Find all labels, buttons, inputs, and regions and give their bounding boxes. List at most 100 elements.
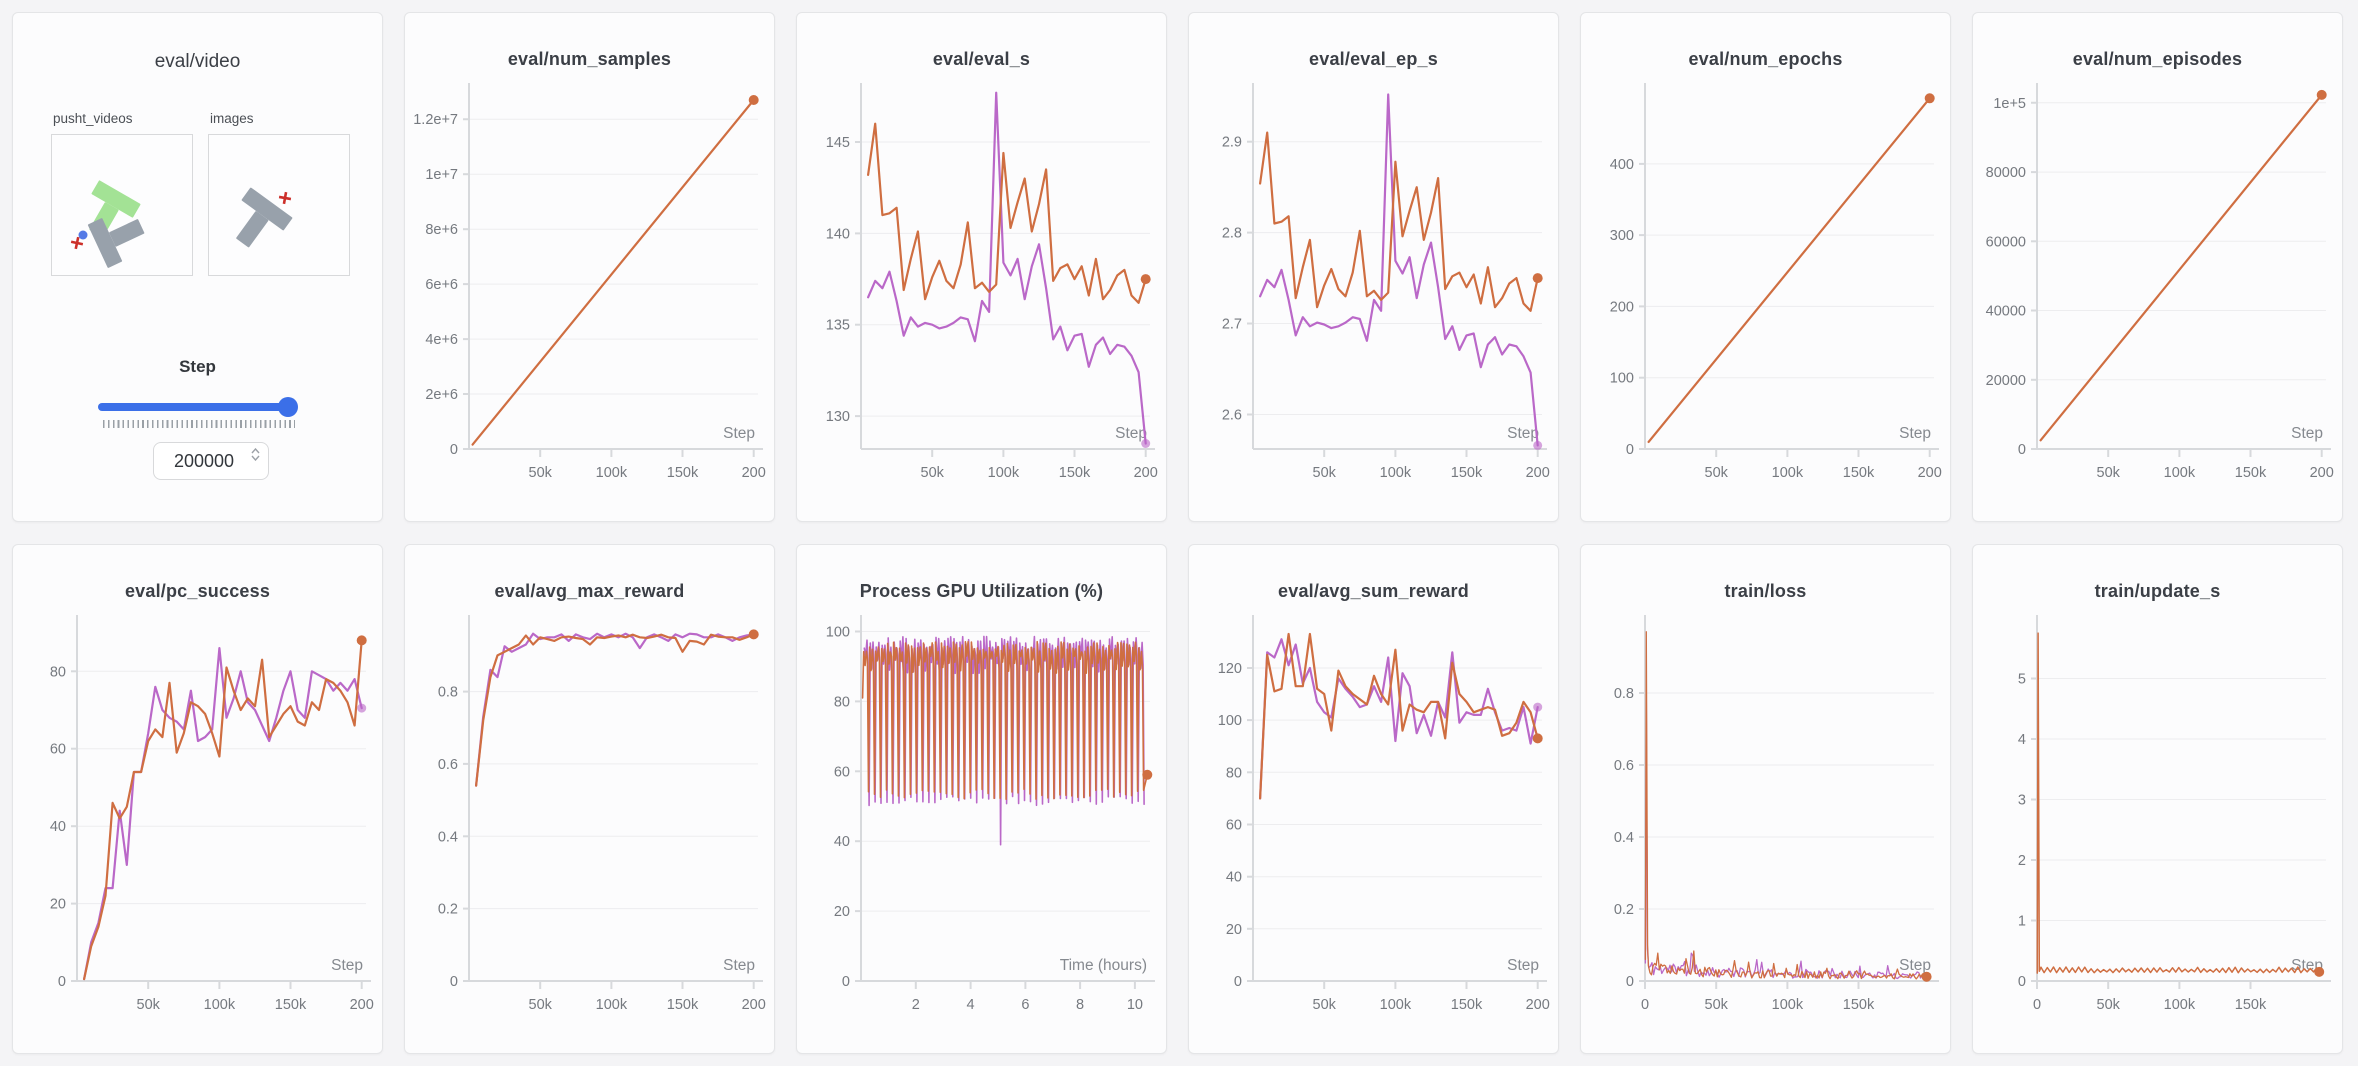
panel-eval-eval-ep-s: eval/eval_ep_s 2.6 2.7 2.8 2.9 50k 100k 150k 20… xyxy=(1188,12,1559,522)
svg-text:6: 6 xyxy=(1021,997,1029,1013)
images-thumbnail[interactable] xyxy=(208,134,350,276)
step-slider-label: Step xyxy=(179,357,216,376)
svg-text:Time (hours): Time (hours) xyxy=(1060,957,1147,974)
svg-text:80000: 80000 xyxy=(1986,165,2026,181)
panel-eval-eval-s: eval/eval_s 130 135 140 145 50k 100k 150k 200 St… xyxy=(796,12,1167,522)
svg-text:6e+6: 6e+6 xyxy=(425,277,458,293)
svg-text:200: 200 xyxy=(1526,997,1550,1013)
chart-canvas-pc-success[interactable]: 0 20 40 60 80 50k 100k 150k 200 Step xyxy=(13,609,382,1047)
pusht-video-thumbnail[interactable] xyxy=(51,134,193,276)
svg-text:80: 80 xyxy=(834,694,850,710)
panel-eval-avg-sum-reward: eval/avg_sum_reward 0 20 40 60 80 100 120 50k 10… xyxy=(1188,544,1559,1054)
svg-text:100: 100 xyxy=(826,625,850,641)
svg-text:100k: 100k xyxy=(1772,997,1804,1013)
svg-text:400: 400 xyxy=(1610,157,1634,173)
svg-text:0.4: 0.4 xyxy=(438,829,458,845)
svg-text:200: 200 xyxy=(2310,465,2334,481)
svg-text:50k: 50k xyxy=(137,997,161,1013)
svg-text:0: 0 xyxy=(842,974,850,990)
svg-text:200: 200 xyxy=(1918,465,1942,481)
panel-train-loss: train/loss 0 0.2 0.4 0.6 0.8 0 50k 100k 150k Step xyxy=(1580,544,1951,1054)
chart-canvas-num-episodes[interactable]: 0 20000 40000 60000 80000 1e+5 50k 100k 150k 200 S… xyxy=(1973,77,2342,515)
svg-text:20: 20 xyxy=(50,897,66,913)
svg-text:Step: Step xyxy=(1507,425,1539,442)
svg-text:0: 0 xyxy=(2018,974,2026,990)
step-slider-tick-marks xyxy=(103,420,295,428)
svg-text:Step: Step xyxy=(1899,957,1931,974)
chart-title: eval/eval_ep_s xyxy=(1309,49,1438,69)
step-slider-handle[interactable] xyxy=(278,397,298,417)
svg-text:150k: 150k xyxy=(1843,465,1875,481)
chart-title: eval/avg_sum_reward xyxy=(1278,581,1469,601)
chart-canvas-avg-max-reward[interactable]: 0 0.2 0.4 0.6 0.8 50k 100k 150k 200 Step xyxy=(405,609,774,1047)
svg-text:Step: Step xyxy=(1507,957,1539,974)
chart-title: eval/num_epochs xyxy=(1688,49,1843,69)
svg-text:150k: 150k xyxy=(2235,465,2267,481)
svg-text:2.9: 2.9 xyxy=(1222,135,1242,151)
chart-canvas-gpu-utilization[interactable]: 0 20 40 60 80 100 2 4 6 8 10 Time (hours) xyxy=(797,609,1166,1047)
step-stepper[interactable] xyxy=(251,448,260,461)
svg-text:0.2: 0.2 xyxy=(1614,902,1634,918)
svg-text:150k: 150k xyxy=(275,997,307,1013)
svg-text:0: 0 xyxy=(2033,997,2041,1013)
svg-text:200: 200 xyxy=(742,465,766,481)
chart-canvas-num-samples[interactable]: 0 2e+6 4e+6 6e+6 8e+6 1e+7 1.2e+7 50k 100k 150k 20… xyxy=(405,77,774,515)
svg-text:2.6: 2.6 xyxy=(1222,408,1242,424)
chevron-up-icon[interactable] xyxy=(251,448,260,454)
svg-text:100k: 100k xyxy=(1380,997,1412,1013)
chart-title: eval/avg_max_reward xyxy=(494,581,685,601)
svg-text:60: 60 xyxy=(50,742,66,758)
svg-text:50k: 50k xyxy=(1313,465,1337,481)
chart-canvas-train-update-s[interactable]: 0 1 2 3 4 5 0 50k 100k 150k Step xyxy=(1973,609,2342,1047)
svg-text:1e+7: 1e+7 xyxy=(425,167,458,183)
svg-text:2: 2 xyxy=(2018,853,2026,869)
svg-text:1: 1 xyxy=(2018,914,2026,930)
svg-text:300: 300 xyxy=(1610,228,1634,244)
svg-text:Step: Step xyxy=(723,425,755,442)
step-slider-track[interactable] xyxy=(98,403,296,411)
svg-text:8e+6: 8e+6 xyxy=(425,222,458,238)
chart-canvas-eval-s[interactable]: 130 135 140 145 50k 100k 150k 200 Step xyxy=(797,77,1166,515)
svg-text:50k: 50k xyxy=(1705,997,1729,1013)
svg-text:1e+5: 1e+5 xyxy=(1993,96,2026,112)
svg-text:0.8: 0.8 xyxy=(1614,686,1634,702)
svg-text:0.4: 0.4 xyxy=(1614,830,1634,846)
svg-text:0: 0 xyxy=(450,442,458,458)
svg-text:20: 20 xyxy=(834,904,850,920)
chart-canvas-avg-sum-reward[interactable]: 0 20 40 60 80 100 120 50k 100k 150k 200 Step xyxy=(1189,609,1558,1047)
pusht-videos-caption: pusht_videos xyxy=(53,111,133,126)
svg-text:150k: 150k xyxy=(667,997,699,1013)
svg-text:200: 200 xyxy=(1610,299,1634,315)
chart-title: train/update_s xyxy=(2094,581,2221,601)
panel-eval-avg-max-reward: eval/avg_max_reward 0 0.2 0.4 0.6 0.8 50k 100k… xyxy=(404,544,775,1054)
panel-gpu-utilization: Process GPU Utilization (%) 0 20 40 60 80 100… xyxy=(796,544,1167,1054)
chevron-down-icon[interactable] xyxy=(251,455,260,461)
svg-text:135: 135 xyxy=(826,318,850,334)
svg-text:5: 5 xyxy=(2018,672,2026,688)
svg-text:150k: 150k xyxy=(2235,997,2267,1013)
svg-text:20000: 20000 xyxy=(1986,373,2026,389)
svg-text:40: 40 xyxy=(1226,870,1242,886)
images-caption: images xyxy=(210,111,254,126)
svg-text:100k: 100k xyxy=(2164,997,2196,1013)
panel-eval-num-epochs: eval/num_epochs 0 100 200 300 400 50k 100k 150k… xyxy=(1580,12,1951,522)
svg-text:1.2e+7: 1.2e+7 xyxy=(413,112,458,128)
svg-text:200: 200 xyxy=(742,997,766,1013)
media-panel-title: eval/video xyxy=(154,51,241,72)
chart-canvas-num-epochs[interactable]: 0 100 200 300 400 50k 100k 150k 200 Step xyxy=(1581,77,1950,515)
svg-text:100k: 100k xyxy=(988,465,1020,481)
step-value-input[interactable]: 200000 xyxy=(153,442,269,480)
svg-text:0.6: 0.6 xyxy=(438,757,458,773)
svg-text:10: 10 xyxy=(1127,997,1143,1013)
panel-eval-pc-success: eval/pc_success 0 20 40 60 80 50k 100k 150k 200 S… xyxy=(12,544,383,1054)
svg-text:200: 200 xyxy=(1134,465,1158,481)
svg-text:100k: 100k xyxy=(1772,465,1804,481)
svg-text:80: 80 xyxy=(1226,765,1242,781)
svg-text:50k: 50k xyxy=(529,465,553,481)
svg-text:2.7: 2.7 xyxy=(1222,317,1242,333)
svg-text:145: 145 xyxy=(826,135,850,151)
panel-eval-num-samples: eval/num_samples 0 2e+6 4e+6 6e+6 8e+6 1e+7 1.… xyxy=(404,12,775,522)
chart-canvas-train-loss[interactable]: 0 0.2 0.4 0.6 0.8 0 50k 100k 150k Step xyxy=(1581,609,1950,1047)
chart-canvas-eval-ep-s[interactable]: 2.6 2.7 2.8 2.9 50k 100k 150k 200 Step xyxy=(1189,77,1558,515)
